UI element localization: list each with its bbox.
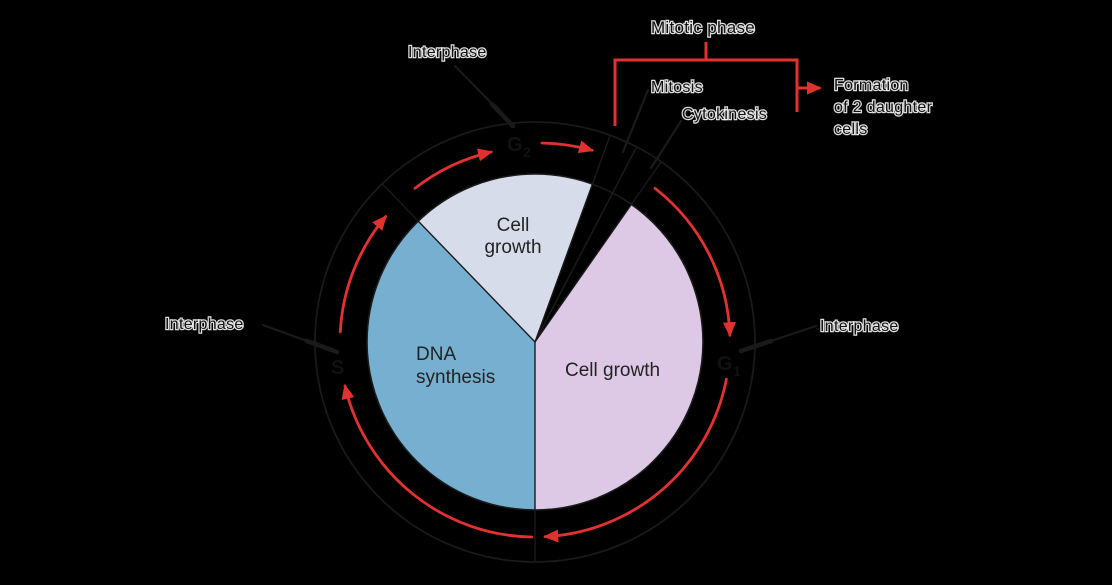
interphase-top-pointer-tip bbox=[489, 101, 516, 129]
g1-cell-growth-label: Cell growth bbox=[565, 360, 660, 381]
cycle-arrow-left bbox=[338, 215, 387, 334]
formation-label-line1: Formation bbox=[834, 77, 909, 94]
g2-phase-subscript: 2 bbox=[523, 144, 531, 160]
interphase-left-label: Interphase bbox=[165, 316, 244, 333]
g2-cell-growth-sector bbox=[418, 173, 593, 342]
mitosis-label: Mitosis bbox=[651, 79, 703, 96]
cycle-arrow-bottom-right bbox=[543, 377, 728, 543]
s-phase-label: S bbox=[331, 357, 344, 379]
g1-phase-label: G bbox=[717, 353, 733, 375]
interphase-right-pointer-tip bbox=[738, 338, 774, 354]
g2-phase-label: G bbox=[507, 134, 523, 156]
cycle-arrow-bottom-left bbox=[341, 383, 533, 539]
dna-synthesis-label-line2: synthesis bbox=[416, 367, 495, 388]
g2-cell-growth-label-line2: growth bbox=[484, 237, 541, 258]
dna-synthesis-sector bbox=[367, 221, 535, 510]
g1-cell-growth-sector bbox=[535, 204, 704, 510]
g1-phase-subscript: 1 bbox=[733, 363, 741, 379]
mitosis-pointer-line bbox=[621, 88, 650, 154]
interphase-right-label: Interphase bbox=[820, 318, 899, 335]
inner-sectors bbox=[367, 173, 704, 510]
s-g2-divider-line bbox=[381, 183, 536, 343]
g2-cell-growth-label-line1: Cell bbox=[497, 215, 530, 236]
cycle-arrow-top bbox=[540, 140, 595, 154]
formation-label-line2: of 2 daughter bbox=[834, 99, 933, 116]
cycle-arrow-upper-left bbox=[413, 148, 494, 190]
dna-synthesis-label-line1: DNA bbox=[416, 344, 456, 365]
cycle-arrow-right bbox=[653, 186, 736, 338]
mitotic-phase-bracket bbox=[613, 42, 822, 126]
formation-label-line3: cells bbox=[834, 121, 868, 138]
pointer-lines bbox=[261, 64, 818, 355]
cytokinesis-pointer-line bbox=[649, 119, 683, 170]
mitotic-phase-label: Mitotic phase bbox=[651, 18, 755, 37]
interphase-top-label: Interphase bbox=[408, 44, 487, 61]
cytokinesis-label: Cytokinesis bbox=[682, 106, 767, 123]
cycle-arrows bbox=[338, 140, 736, 543]
interphase-left-pointer-tip bbox=[304, 338, 340, 355]
